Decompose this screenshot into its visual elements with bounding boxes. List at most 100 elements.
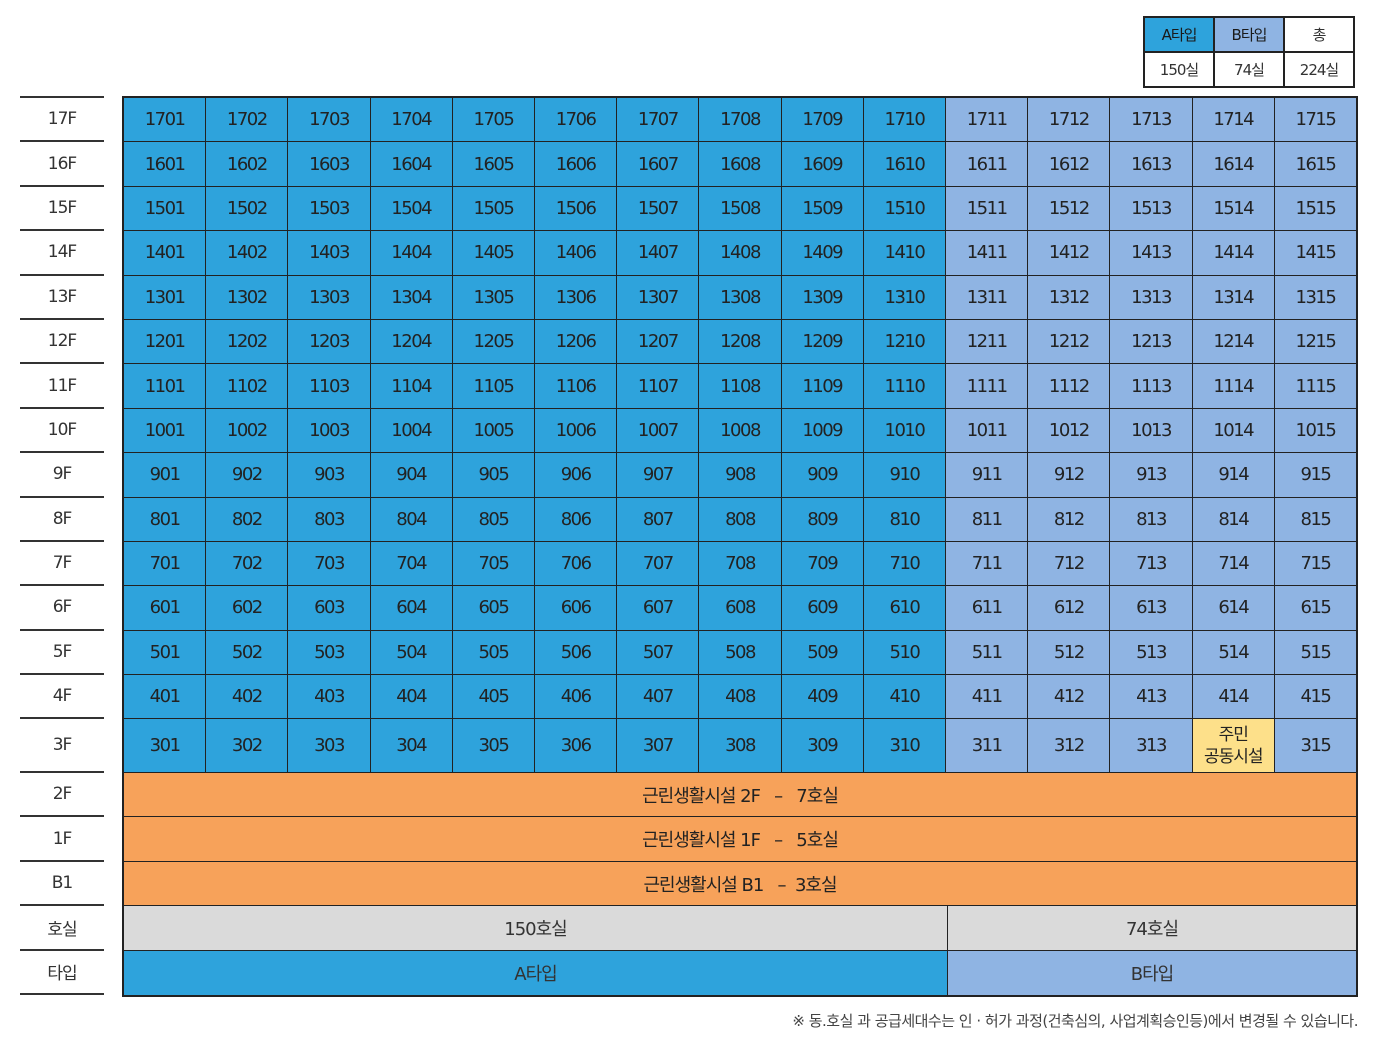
unit-cell: 501 [124, 630, 207, 675]
unit-row: 501 502 503 504 505 506 507 508 509 510 511 512 513 5… [124, 630, 1357, 676]
unit-cell: 1312 [1028, 275, 1111, 319]
unit-cell: 1605 [452, 142, 536, 186]
unit-cell: 704 [370, 541, 453, 586]
unit-cell: 1404 [370, 231, 453, 275]
unit-cell: 1102 [206, 364, 289, 408]
unit-cell: 813 [1110, 497, 1193, 541]
unit-cell: 1305 [452, 275, 536, 319]
unit-cell: 1405 [452, 231, 536, 275]
unit-cell: 408 [699, 675, 782, 719]
floor-label: 16F [20, 142, 104, 187]
unit-cell: 1106 [535, 364, 618, 408]
floor-label: 1F [20, 817, 104, 862]
unit-cell: 1506 [535, 186, 618, 231]
unit-cell: 708 [699, 541, 782, 586]
unit-cell: 609 [781, 586, 864, 630]
commercial-b1-label: 근린생활시설 B1 – 3호실 [124, 861, 1356, 906]
unit-cell: 1205 [452, 319, 536, 364]
unit-cell: 815 [1274, 497, 1357, 541]
unit-row: 901 902 903 904 905 906 907 908 909 910 911 912 913 9… [124, 453, 1357, 498]
unit-cell: 312 [1028, 719, 1111, 773]
unit-cell: 1215 [1274, 319, 1357, 364]
commercial-1f-label: 근린생활시설 1F – 5호실 [124, 817, 1356, 861]
unit-cell: 510 [863, 630, 947, 675]
unit-row: 1701 1702 1703 1704 1705 1706 1707 1708 1709 1710… [124, 98, 1357, 143]
unit-cell: 901 [124, 453, 207, 497]
unit-count-row: 150호실 74호실 [124, 906, 1356, 951]
floor-labels: 17F 16F 15F 14F 13F 12F 11F 10F 9F 8F 7F 6F 5F 4F 3F 2F… [20, 96, 104, 996]
unit-cell: 1302 [206, 275, 289, 319]
unit-cell: 1306 [535, 275, 618, 319]
unit-cell: 1401 [124, 231, 207, 275]
commercial-2f-label: 근린생활시설 2F – 7호실 [124, 773, 1356, 817]
type-b-label: B타입 [948, 950, 1356, 996]
unit-cell: 304 [370, 719, 453, 773]
unit-cell: 1308 [699, 275, 782, 319]
unit-cell: 1114 [1192, 364, 1275, 408]
unit-cell: 1411 [946, 231, 1029, 275]
unit-cell: 712 [1028, 541, 1111, 586]
unit-cell: 514 [1192, 630, 1275, 675]
legend-type-a-count: 150실 [1143, 51, 1215, 88]
unit-cell: 407 [617, 675, 700, 719]
unit-cell: 504 [370, 630, 453, 675]
floor-label: 10F [20, 409, 104, 454]
unit-cell: 812 [1028, 497, 1111, 541]
unit-cell: 608 [699, 586, 782, 630]
unit-cell: 1201 [124, 319, 207, 364]
unit-cell: 802 [206, 497, 289, 541]
unit-row: 1001 1002 1003 1004 1005 1006 1007 1008 1009 1010… [124, 408, 1357, 454]
unit-cell: 511 [946, 630, 1029, 675]
unit-cell: 1703 [288, 98, 371, 142]
unit-cell: 1303 [288, 275, 371, 319]
unit-cell: 1606 [535, 142, 618, 186]
unit-grid: 1701 1702 1703 1704 1705 1706 1707 1708 1709 1710… [122, 96, 1358, 998]
unit-cell: 908 [699, 453, 782, 497]
unit-cell: 1108 [699, 364, 782, 408]
unit-cell: 715 [1274, 541, 1357, 586]
unit-cell: 713 [1110, 541, 1193, 586]
floor-label: 8F [20, 498, 104, 542]
unit-row: 401 402 403 404 405 406 407 408 409 410 411 412 413 4… [124, 675, 1357, 720]
unit-cell: 1507 [617, 186, 700, 231]
unit-cell: 1402 [206, 231, 289, 275]
unit-cell: 605 [452, 586, 536, 630]
unit-cell: 1702 [206, 98, 289, 142]
unit-cell: 1315 [1274, 275, 1357, 319]
type-b-unit-count: 74호실 [948, 906, 1356, 950]
unit-cell: 1307 [617, 275, 700, 319]
unit-cell: 1013 [1110, 408, 1193, 453]
unit-cell: 1003 [288, 408, 371, 453]
unit-cell: 806 [535, 497, 618, 541]
unit-cell: 811 [946, 497, 1029, 541]
unit-cell: 307 [617, 719, 700, 773]
floor-label: 5F [20, 631, 104, 676]
unit-cell: 1015 [1274, 408, 1357, 453]
unit-cell: 911 [946, 453, 1029, 497]
unit-cell: 703 [288, 541, 371, 586]
unit-cell: 915 [1274, 453, 1357, 497]
unit-cell: 604 [370, 586, 453, 630]
unit-cell: 409 [781, 675, 864, 719]
unit-cell: 1713 [1110, 98, 1193, 142]
unit-cell: 906 [535, 453, 618, 497]
floor-label: 11F [20, 364, 104, 409]
unit-cell: 1109 [781, 364, 864, 408]
unit-cell: 1515 [1274, 186, 1357, 231]
unit-cell: 309 [781, 719, 864, 773]
unit-cell: 410 [863, 675, 947, 719]
unit-cell: 413 [1110, 675, 1193, 719]
legend-total-header: 총 [1283, 16, 1355, 53]
unit-cell: 1613 [1110, 142, 1193, 186]
unit-cell: 414 [1192, 675, 1275, 719]
unit-cell: 710 [863, 541, 947, 586]
unit-cell: 1212 [1028, 319, 1111, 364]
unit-cell: 801 [124, 497, 207, 541]
resident-facility-cell: 주민 공동시설 [1192, 719, 1275, 773]
unit-cell: 311 [946, 719, 1029, 773]
unit-cell: 1412 [1028, 231, 1111, 275]
unit-cell: 1107 [617, 364, 700, 408]
unit-cell: 506 [535, 630, 618, 675]
unit-cell: 1503 [288, 186, 371, 231]
unit-cell: 610 [863, 586, 947, 630]
